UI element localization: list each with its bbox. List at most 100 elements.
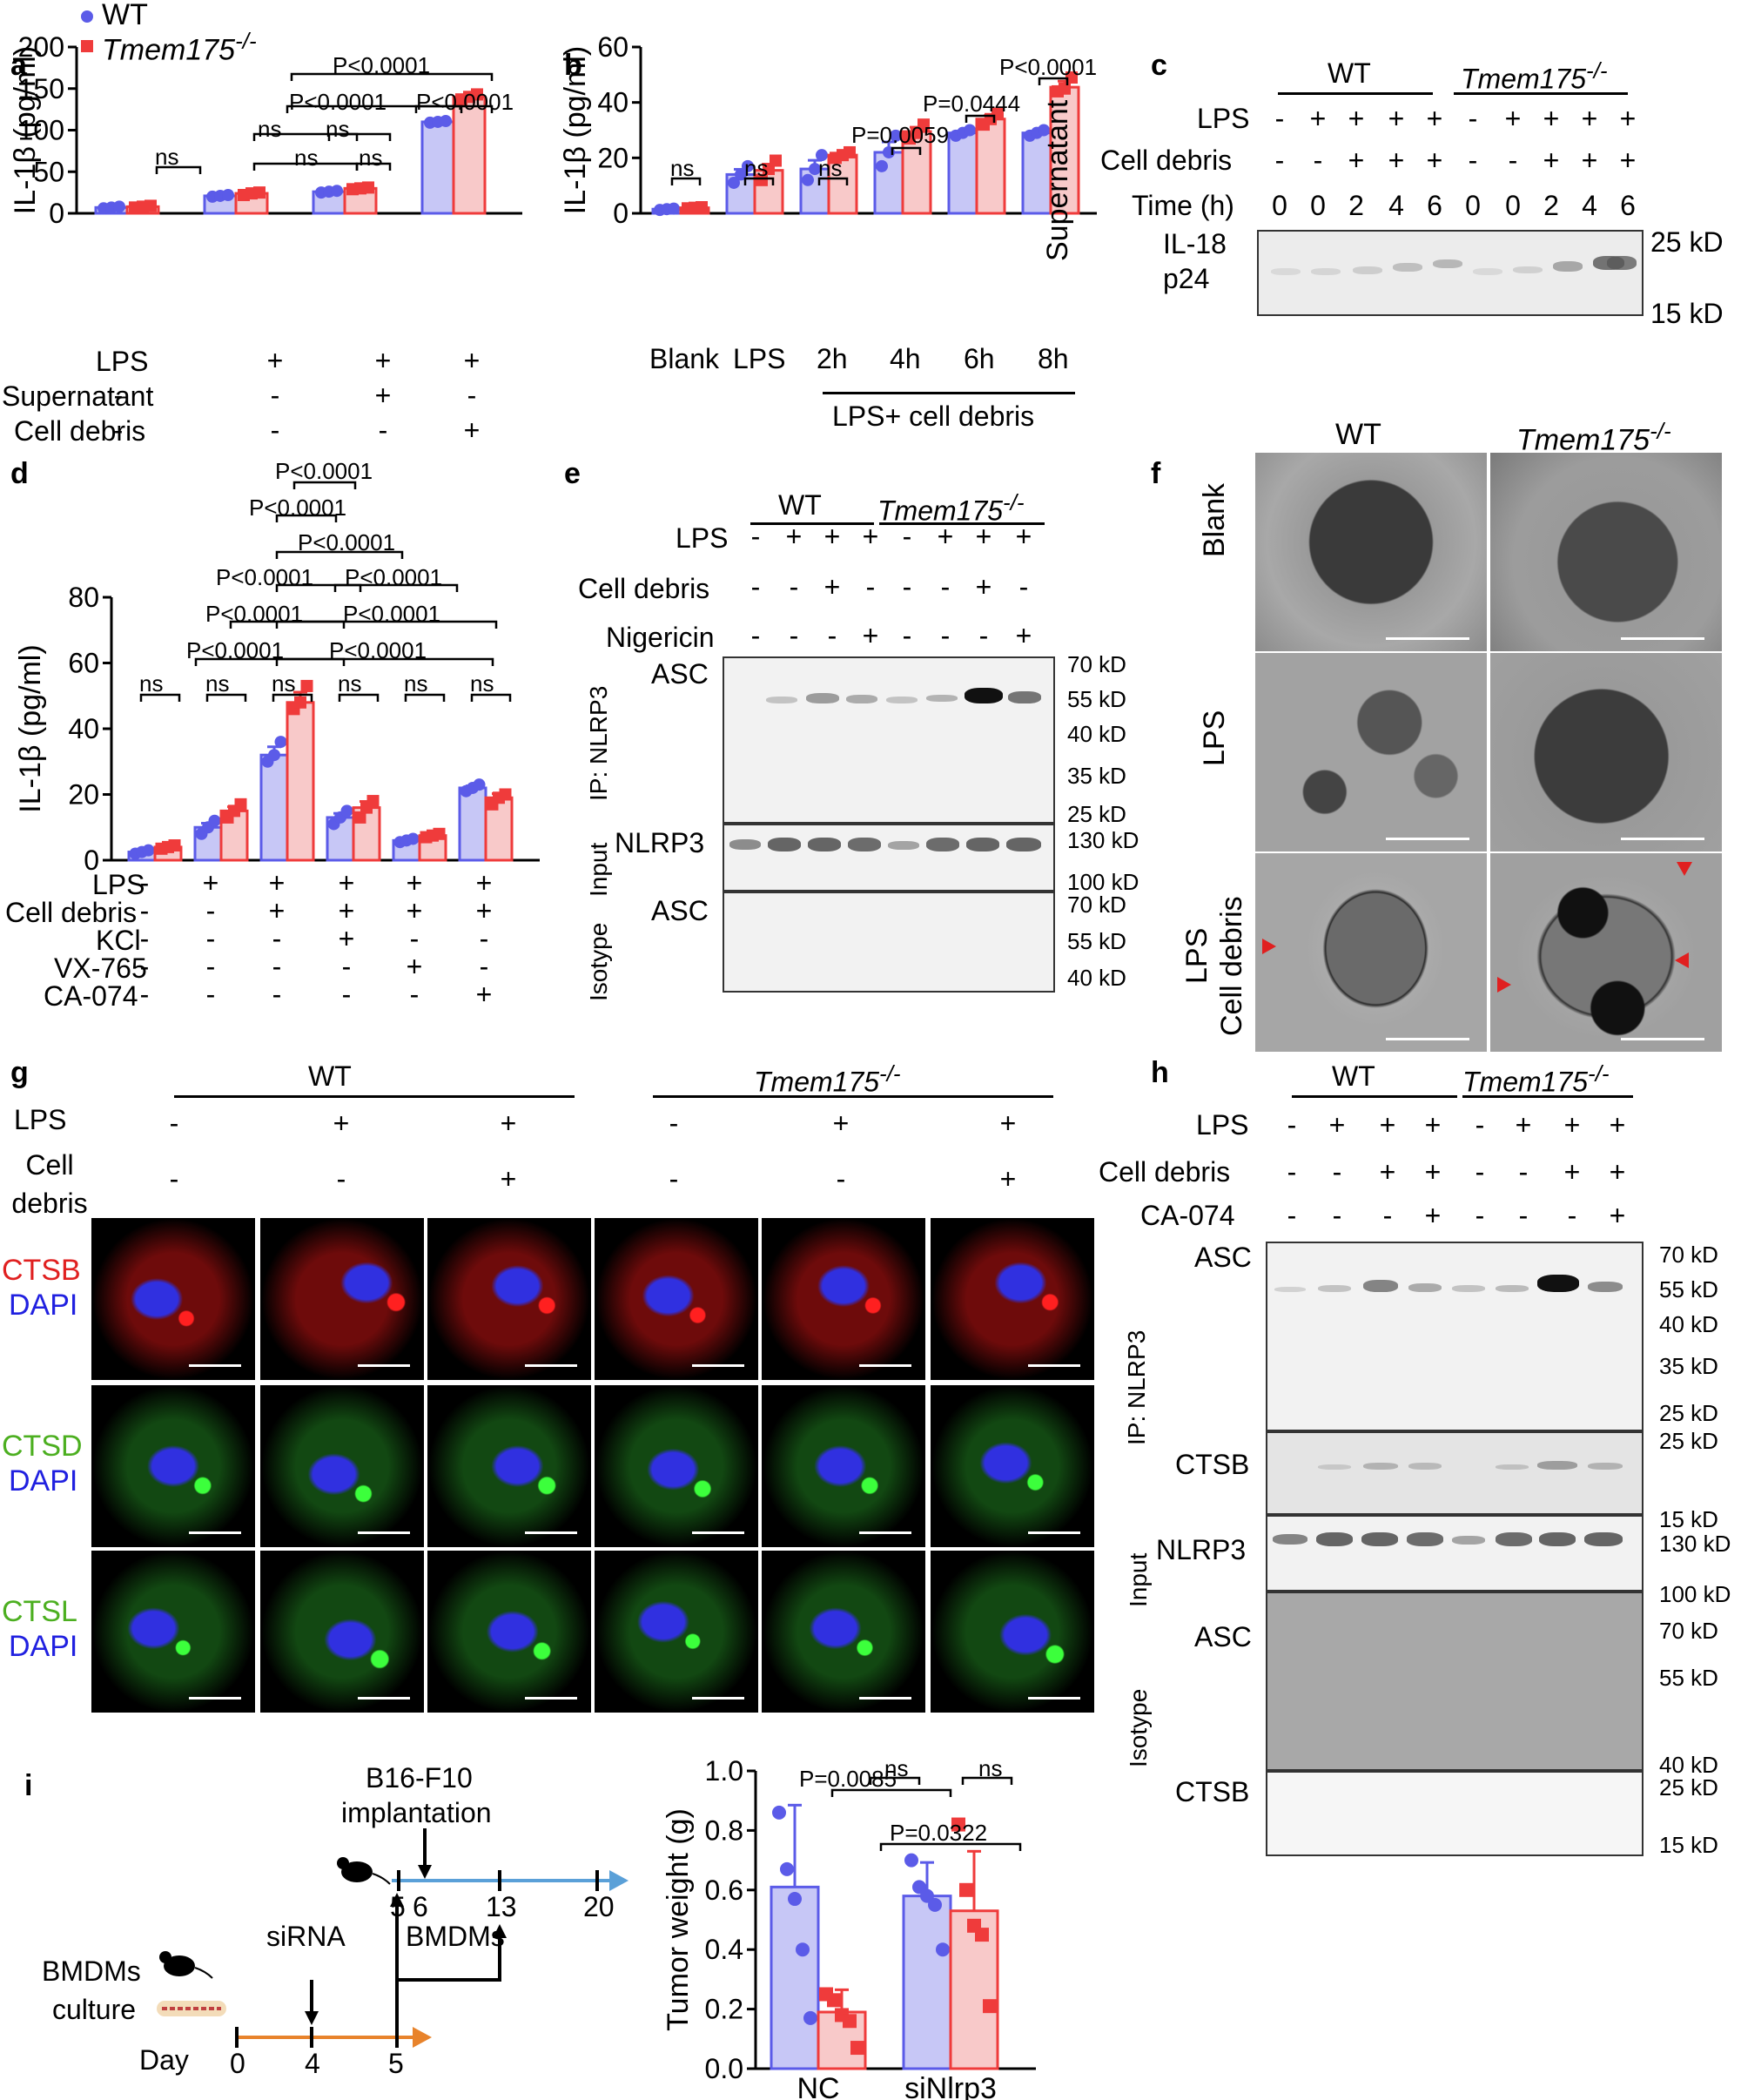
condition-value: + bbox=[823, 571, 841, 602]
e-title-wt: WT bbox=[778, 489, 822, 521]
condition-value: + bbox=[1424, 1109, 1442, 1141]
y-axis-title: IL-1β (pg/ml) bbox=[559, 46, 592, 214]
condition-value: + bbox=[1379, 1109, 1396, 1141]
condition-value: - bbox=[827, 620, 837, 651]
condition-value: - bbox=[865, 571, 876, 602]
scale-bar bbox=[525, 1531, 577, 1534]
fluorescence-image bbox=[259, 1384, 425, 1548]
i-top-day-20: 20 bbox=[583, 1891, 615, 1922]
panel-i-brackets bbox=[830, 1776, 1022, 1851]
data-point bbox=[234, 798, 247, 811]
band bbox=[926, 838, 959, 851]
scale-bar bbox=[1028, 1531, 1080, 1534]
h-blot-ctsb2: CTSB bbox=[1175, 1776, 1250, 1807]
condition-value: - bbox=[139, 979, 150, 1010]
c-band-label-1: IL-18 bbox=[1163, 228, 1227, 259]
i-bot-day-5: 5 bbox=[388, 2048, 404, 2079]
e-lps-label: LPS bbox=[676, 522, 729, 554]
h-mw-130: 130 kD bbox=[1659, 1531, 1731, 1557]
condition-value: - bbox=[479, 951, 489, 982]
bar bbox=[286, 701, 315, 862]
y-tick-label: 40 bbox=[68, 713, 99, 744]
data-point bbox=[331, 185, 343, 198]
cond-d-lps-label: LPS bbox=[92, 869, 145, 900]
band bbox=[1273, 1534, 1307, 1545]
band bbox=[766, 697, 797, 703]
condition-value: - bbox=[1274, 103, 1285, 134]
scale-bar bbox=[1621, 637, 1704, 640]
stat-b-ns-3: ns bbox=[818, 155, 843, 181]
condition-value: - bbox=[750, 521, 761, 552]
i-culture2: culture bbox=[52, 1994, 137, 2025]
scale-bar bbox=[692, 1697, 744, 1700]
cond-d-ca-label: CA-074 bbox=[44, 980, 138, 1012]
fluorescence-image bbox=[930, 1384, 1095, 1548]
condition-value: + bbox=[975, 521, 992, 552]
condition-value: - bbox=[1518, 1156, 1529, 1188]
scale-bar bbox=[189, 1531, 241, 1534]
h-side-input: Input bbox=[1125, 1552, 1152, 1607]
i-top-day-6: 6 bbox=[413, 1891, 428, 1922]
stat-d-p-1: P<0.0001 bbox=[275, 458, 373, 484]
e-mw-70b: 70 kD bbox=[1067, 892, 1126, 918]
condition-value: - bbox=[1313, 145, 1323, 176]
condition-value: - bbox=[341, 951, 352, 982]
panel-label-e: e bbox=[564, 457, 581, 490]
stat-d-ns-6: ns bbox=[470, 670, 494, 697]
x-tick-label: siNlrp3 bbox=[904, 2072, 997, 2100]
band bbox=[1584, 1532, 1623, 1546]
h-blot-isotype-asc bbox=[1266, 1592, 1644, 1771]
y-tick-label: 0.8 bbox=[705, 1814, 743, 1846]
bar bbox=[949, 1909, 999, 2070]
band bbox=[1407, 1532, 1443, 1546]
condition-value: 2 bbox=[1543, 190, 1559, 221]
condition-value: - bbox=[1018, 571, 1029, 602]
band bbox=[1496, 1464, 1529, 1470]
band bbox=[1271, 268, 1301, 275]
condition-value: + bbox=[1581, 145, 1598, 176]
condition-value: + bbox=[374, 345, 392, 376]
b-group-line bbox=[823, 392, 1075, 394]
condition-value: - bbox=[940, 620, 951, 651]
band bbox=[1588, 1282, 1623, 1292]
band bbox=[1316, 1532, 1353, 1546]
data-point bbox=[268, 749, 280, 762]
data-point bbox=[756, 173, 768, 186]
h-mw-40: 40 kD bbox=[1659, 1311, 1718, 1337]
h-mw-15: 15 kD bbox=[1659, 1506, 1718, 1532]
data-point bbox=[142, 844, 155, 857]
y-tick-label: 1.0 bbox=[705, 1755, 743, 1787]
condition-value: + bbox=[1563, 1109, 1581, 1141]
fluorescence-image bbox=[91, 1384, 256, 1548]
condition-value: - bbox=[205, 895, 216, 926]
condition-value: + bbox=[338, 867, 355, 899]
data-point bbox=[1059, 82, 1071, 95]
condition-value: - bbox=[789, 620, 799, 651]
h-blot-ctsb bbox=[1266, 1431, 1644, 1515]
condition-value: - bbox=[902, 521, 912, 552]
panel-i-timeline-graphics bbox=[157, 1828, 629, 2048]
panel-label-h: h bbox=[1151, 1056, 1169, 1089]
band bbox=[965, 688, 1003, 703]
condition-value: - bbox=[139, 951, 150, 982]
cond-a-lps-label: LPS bbox=[96, 346, 149, 377]
condition-value: + bbox=[1328, 1109, 1346, 1141]
band bbox=[1553, 261, 1583, 272]
c-ko-line bbox=[1454, 92, 1628, 95]
data-point bbox=[809, 163, 821, 176]
c-band-label-2: p24 bbox=[1163, 263, 1210, 294]
band bbox=[1408, 1463, 1442, 1470]
y-tick-label: 0 bbox=[84, 845, 99, 876]
em-image bbox=[1489, 651, 1724, 853]
condition-value: - bbox=[479, 923, 489, 954]
band bbox=[1274, 1287, 1306, 1292]
fluorescence-image bbox=[761, 1384, 926, 1548]
panel-label-c: c bbox=[1151, 49, 1167, 82]
y-axis-title: IL-1β (pg/ml) bbox=[14, 644, 47, 812]
scale-bar bbox=[1621, 838, 1704, 840]
bar bbox=[458, 786, 487, 862]
condition-value: 2 bbox=[1348, 190, 1364, 221]
e-blot-isotype bbox=[723, 892, 1055, 993]
bar bbox=[452, 95, 487, 215]
i-bot-day-0: 0 bbox=[230, 2048, 245, 2079]
